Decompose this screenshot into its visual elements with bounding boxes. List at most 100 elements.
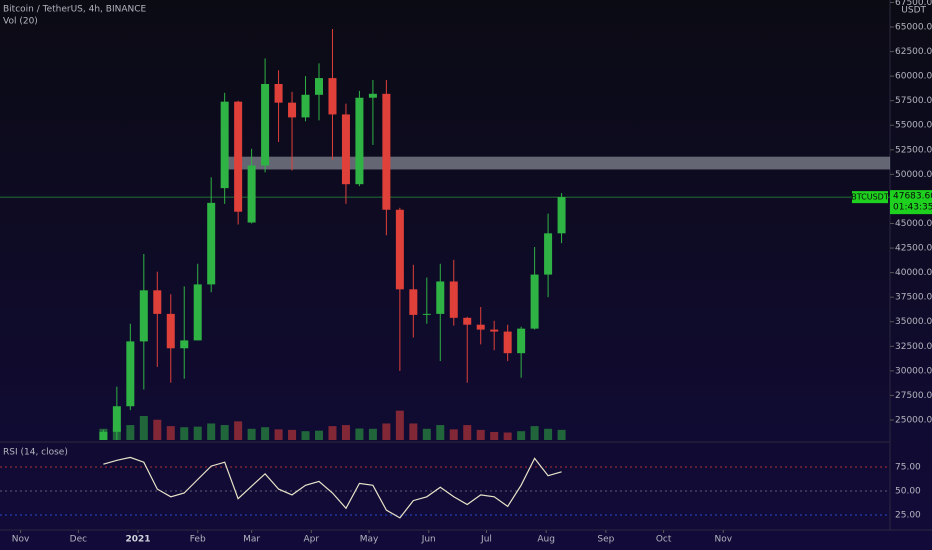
candle-body xyxy=(220,101,229,189)
volume-bar xyxy=(382,423,391,440)
volume-bar xyxy=(220,425,229,440)
volume-bar xyxy=(517,431,526,440)
y-tick-label: 50000.00 xyxy=(895,170,932,180)
volume-bar xyxy=(301,431,310,440)
x-tick-label: Dec xyxy=(70,535,87,545)
candle-body xyxy=(166,313,175,349)
price-tag xyxy=(890,190,932,215)
volume-bar xyxy=(247,428,256,440)
x-tick-label: Feb xyxy=(190,535,206,545)
candle-body xyxy=(422,313,431,315)
candle-body xyxy=(261,83,270,166)
candle-body xyxy=(517,328,526,354)
volume-bar xyxy=(449,429,458,440)
x-tick-label: Nov xyxy=(12,535,30,545)
volume-bar xyxy=(126,425,135,440)
volume-bar xyxy=(193,426,202,440)
candle-body xyxy=(382,93,391,210)
candle-body xyxy=(193,284,202,341)
countdown-label: 01:43:35 xyxy=(893,203,932,213)
volume-bar xyxy=(530,426,539,440)
chart-title: Bitcoin / TetherUS, 4h, BINANCE xyxy=(3,5,147,15)
x-tick-label: 2021 xyxy=(126,535,151,545)
x-tick-label: Jul xyxy=(480,535,492,545)
candle-body xyxy=(180,340,189,349)
volume-bar xyxy=(274,429,283,440)
x-tick-label: Jun xyxy=(421,535,436,545)
volume-bar xyxy=(436,425,445,440)
rsi-tick-label: 50.00 xyxy=(895,487,921,497)
volume-bar xyxy=(422,428,431,440)
volume-bar xyxy=(368,428,377,440)
rsi-label: RSI (14, close) xyxy=(3,448,68,458)
symbol-label: BTCUSDT xyxy=(851,193,889,202)
volume-bar xyxy=(153,419,162,440)
volume-bar xyxy=(288,429,297,440)
candle-body xyxy=(341,114,350,185)
volume-bar xyxy=(355,428,364,440)
candle-body xyxy=(544,233,553,275)
candle-body xyxy=(436,281,445,314)
y-tick-label: 27500.00 xyxy=(895,391,932,401)
volume-bar xyxy=(463,425,472,440)
candle-body xyxy=(557,197,566,234)
resistance-zone xyxy=(228,156,890,170)
x-tick-label: May xyxy=(360,535,379,545)
volume-bar xyxy=(557,429,566,440)
candle-body xyxy=(314,78,323,95)
rsi-tick-label: 75.00 xyxy=(895,463,921,473)
candle-body xyxy=(476,324,485,330)
candle-body xyxy=(99,431,108,440)
candle-body xyxy=(368,93,377,98)
rsi-line xyxy=(103,456,562,519)
candle-body xyxy=(355,97,364,185)
volume-bar xyxy=(503,432,512,440)
y-tick-label: 52500.00 xyxy=(895,145,932,155)
volume-bar xyxy=(234,421,243,440)
y-tick-label: 42500.00 xyxy=(895,244,932,254)
candle-body xyxy=(395,209,404,290)
volume-bar xyxy=(180,427,189,440)
y-tick-label: 67500.00 xyxy=(895,0,932,8)
y-tick-label: 25000.00 xyxy=(895,415,932,425)
volume-label: Vol (20) xyxy=(3,17,38,27)
volume-bar xyxy=(409,423,418,440)
price-pane xyxy=(0,28,890,440)
candle-body xyxy=(288,102,297,118)
volume-bar xyxy=(261,427,270,440)
candle-body xyxy=(153,290,162,314)
x-tick-label: Oct xyxy=(656,535,672,545)
volume-bar xyxy=(490,432,499,440)
volume-bar xyxy=(328,426,337,440)
volume-bar xyxy=(166,426,175,440)
y-tick-label: 30000.00 xyxy=(895,366,932,376)
candle-body xyxy=(503,331,512,354)
y-tick-label: 55000.00 xyxy=(895,121,932,131)
candle-body xyxy=(112,406,121,432)
candle-body xyxy=(139,290,148,342)
y-tick-label: 62500.00 xyxy=(895,47,932,57)
candle-body xyxy=(490,329,499,332)
candle-body xyxy=(126,341,135,407)
y-tick-label: 32500.00 xyxy=(895,342,932,352)
currency-label: USDT xyxy=(901,6,926,16)
x-tick-label: Apr xyxy=(304,535,320,545)
y-tick-label: 65000.00 xyxy=(895,22,932,32)
candle-body xyxy=(409,289,418,315)
rsi-tick-label: 25.00 xyxy=(895,511,921,521)
candle-body xyxy=(301,94,310,118)
price-tag-label: 47683.60 xyxy=(893,192,932,202)
candle-body xyxy=(530,274,539,329)
symbol-tag xyxy=(852,191,888,204)
volume-bar xyxy=(314,430,323,440)
candle-body xyxy=(328,78,337,115)
candle-body xyxy=(234,101,243,212)
y-tick-label: 60000.00 xyxy=(895,72,932,82)
y-tick-label: 40000.00 xyxy=(895,268,932,278)
volume-bar xyxy=(207,423,216,440)
candle-body xyxy=(449,281,458,318)
candle-body xyxy=(207,202,216,285)
candle-body xyxy=(274,83,283,103)
